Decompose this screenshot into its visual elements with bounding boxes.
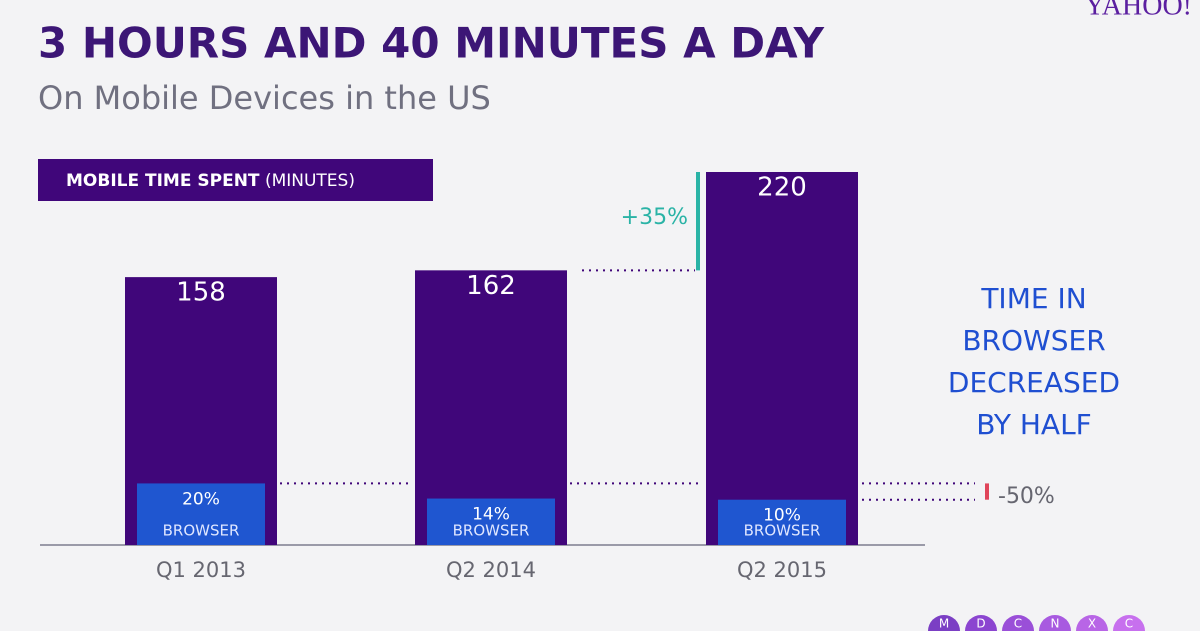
browser-share-label: 20% xyxy=(182,489,220,509)
footer-letter: C xyxy=(1125,617,1133,631)
footer-badge xyxy=(965,615,997,631)
label-box-bold: MOBILE TIME SPENT xyxy=(66,171,260,191)
note-line: BROWSER xyxy=(962,324,1105,357)
note-line: BY HALF xyxy=(976,408,1092,441)
x-tick-label: Q2 2014 xyxy=(446,558,536,582)
label-box-unit: (MINUTES) xyxy=(265,171,355,191)
note-line: TIME IN xyxy=(980,282,1086,315)
browser-name: BROWSER xyxy=(744,522,821,540)
footer-badge xyxy=(928,615,960,631)
browser-name: BROWSER xyxy=(453,522,530,540)
growth-label: +35% xyxy=(621,205,688,230)
value-label: 158 xyxy=(176,278,226,308)
drop-label: -50% xyxy=(998,484,1055,509)
label-box xyxy=(38,159,433,201)
footer-badge xyxy=(1002,615,1034,631)
value-label: 220 xyxy=(757,173,807,203)
label-box-text: MOBILE TIME SPENT (MINUTES) xyxy=(66,171,355,191)
browser-share-label: 14% xyxy=(472,505,510,525)
footer-badge xyxy=(1039,615,1071,631)
footer-letter: C xyxy=(1014,617,1022,631)
bar xyxy=(706,172,858,545)
footer-badge xyxy=(1076,615,1108,631)
note-line: DECREASED xyxy=(948,366,1120,399)
x-tick-label: Q2 2015 xyxy=(737,558,827,582)
footer-badge xyxy=(1113,615,1145,631)
footer-letter: D xyxy=(976,617,985,631)
footer-letter: M xyxy=(939,617,949,631)
browser-bar xyxy=(137,483,265,545)
browser-name: BROWSER xyxy=(163,522,240,540)
x-tick-label: Q1 2013 xyxy=(156,558,246,582)
footer-letter: X xyxy=(1088,617,1096,631)
browser-bar xyxy=(427,498,555,545)
brand-logo: YAHOO! xyxy=(1085,0,1192,21)
footer-letter: N xyxy=(1051,617,1060,631)
value-label: 162 xyxy=(466,271,516,301)
chart-subtitle: On Mobile Devices in the US xyxy=(38,79,491,117)
browser-share-label: 10% xyxy=(763,506,801,526)
chart-title: 3 HOURS AND 40 MINUTES A DAY xyxy=(38,19,825,68)
browser-bar xyxy=(718,499,846,545)
